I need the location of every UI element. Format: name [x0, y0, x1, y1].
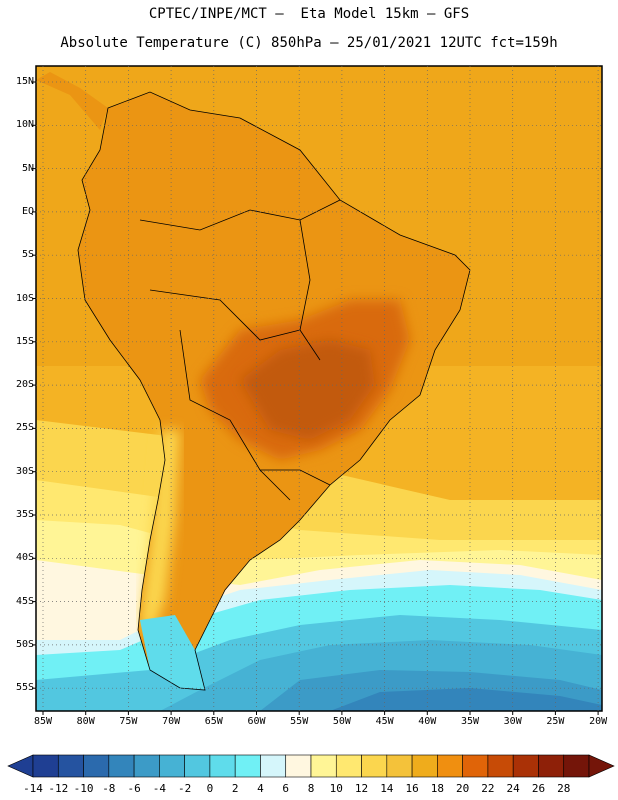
- axis-ticks: [32, 81, 599, 715]
- lon-label: 70W: [162, 716, 181, 727]
- colorbar-tick-label: 2: [231, 782, 239, 795]
- lat-label: 45S: [15, 595, 34, 607]
- map-title-line1: CPTEC/INPE/MCT – Eta Model 15km – GFS: [148, 6, 470, 22]
- colorbar-tick-label: 16: [405, 782, 419, 795]
- colorbar-tick-label: -8: [102, 782, 116, 795]
- colorbar-tick-label: 28: [557, 782, 571, 795]
- colorbar-tick-label: 0: [206, 782, 214, 795]
- lon-label: 60W: [247, 716, 266, 727]
- colorbar-swatch: [563, 754, 590, 778]
- colorbar-tick-label: -10: [73, 782, 94, 795]
- colorbar-tick-label: 22: [481, 782, 495, 795]
- colorbar-swatch: [234, 754, 261, 778]
- lat-label: 15S: [15, 335, 34, 347]
- lat-label: 35S: [15, 509, 34, 520]
- colorbar-swatch: [538, 754, 565, 778]
- lon-label: 35W: [460, 716, 480, 727]
- lat-label: 15N: [15, 76, 34, 87]
- colorbar-tick-label: -14: [23, 782, 43, 795]
- map-frame: [35, 65, 603, 712]
- colorbar-swatch: [462, 754, 489, 778]
- lat-label: 10S: [15, 292, 34, 304]
- colorbar-swatch: [361, 754, 388, 778]
- lat-label: 5S: [21, 249, 34, 261]
- colorbar-swatch: [209, 754, 236, 778]
- colorbar-swatch: [260, 754, 287, 778]
- lon-label: 25W: [546, 716, 565, 727]
- colorbar-swatch: [335, 754, 362, 778]
- colorbar-swatch: [83, 754, 110, 778]
- colorbar-arrow-right: [588, 754, 615, 778]
- lat-label: 50S: [15, 638, 34, 650]
- lat-label: 20S: [15, 379, 34, 391]
- lon-label: 55W: [290, 716, 309, 727]
- lon-label: 20W: [589, 716, 608, 727]
- lon-label: 85W: [33, 716, 53, 727]
- colorbar-tick-label: 18: [430, 782, 444, 795]
- colorbar-tick-label: 26: [531, 782, 546, 795]
- colorbar-tick-label: 20: [456, 782, 470, 795]
- colorbar-tick-label: 10: [329, 782, 343, 795]
- colorbar-swatch: [159, 754, 185, 778]
- lon-label: 50W: [332, 716, 351, 727]
- colorbar-tick-label: -4: [152, 782, 166, 795]
- colorbar-swatch: [411, 754, 438, 778]
- temperature-field: [36, 66, 602, 711]
- lon-label: 75W: [119, 716, 138, 727]
- colorbar: [7, 754, 615, 778]
- lon-label: 30W: [503, 716, 522, 727]
- lat-label: 40S: [15, 552, 34, 564]
- colorbar-tick-label: -2: [178, 782, 192, 795]
- lat-label: 55S: [15, 682, 34, 694]
- colorbar-swatch: [386, 754, 413, 778]
- lat-label: EQ: [21, 205, 34, 217]
- colorbar-tick-label: 8: [307, 782, 315, 795]
- lat-label: 30S: [15, 465, 34, 477]
- colorbar-arrow-left: [7, 754, 34, 778]
- colorbar-swatch: [285, 754, 312, 778]
- map-title-line2: Absolute Temperature (C) 850hPa – 25/01/…: [60, 35, 558, 51]
- lat-label: 25S: [15, 422, 34, 434]
- colorbar-tick-label: -12: [48, 782, 69, 795]
- colorbar-swatch: [184, 754, 211, 778]
- colorbar-swatch: [487, 754, 514, 778]
- colorbar-swatch: [133, 754, 160, 778]
- lon-label: 40W: [418, 716, 437, 727]
- colorbar-swatch: [512, 754, 539, 778]
- colorbar-swatch: [57, 754, 84, 778]
- colorbar-swatch: [310, 754, 337, 778]
- colorbar-swatch: [32, 754, 59, 778]
- colorbar-swatch: [437, 754, 463, 778]
- colorbar-tick-label: 4: [257, 782, 264, 795]
- colorbar-swatch: [108, 754, 135, 778]
- lat-label: 5N: [21, 162, 34, 174]
- colorbar-tick-label: 14: [380, 782, 394, 795]
- colorbar-tick-label: 6: [282, 782, 290, 795]
- lon-label: 80W: [76, 716, 95, 727]
- colorbar-tick-label: 12: [354, 782, 369, 795]
- lat-label: 10N: [15, 119, 34, 131]
- colorbar-tick-label: 24: [506, 782, 520, 795]
- lon-label: 65W: [204, 716, 223, 727]
- lon-label: 45W: [375, 716, 394, 727]
- colorbar-tick-label: -6: [127, 782, 141, 795]
